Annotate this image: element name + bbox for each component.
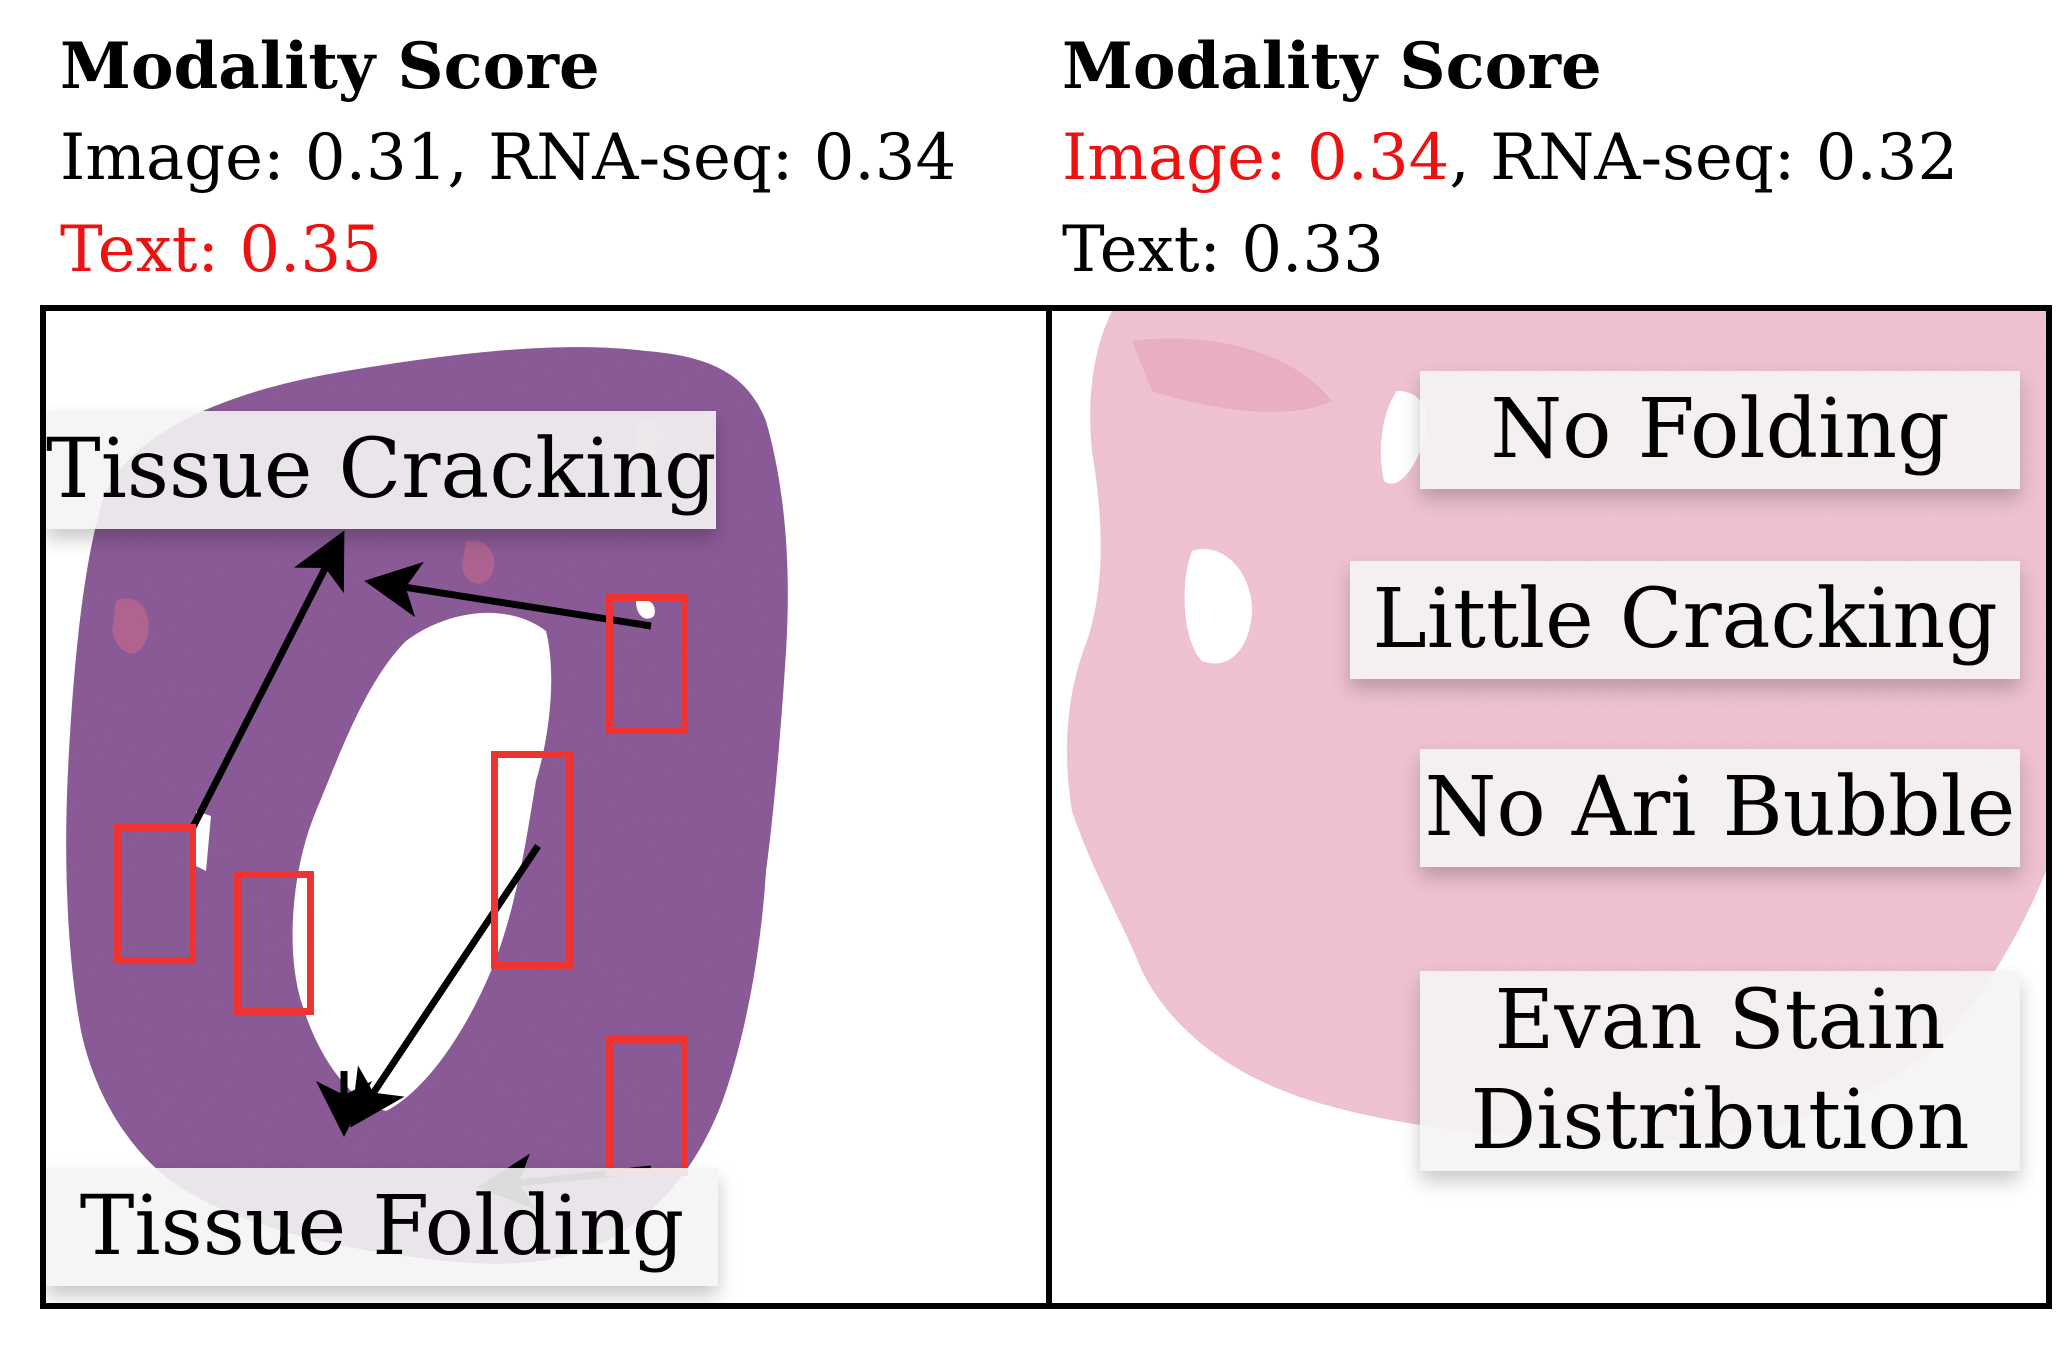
- tissue-cracking-label: Tissue Cracking: [46, 411, 716, 529]
- tissue-folding-label: Tissue Folding: [46, 1168, 718, 1286]
- right-rna-score: RNA-seq: 0.32: [1490, 121, 1959, 195]
- left-score-header: Modality Score Image: 0.31, RNA-seq: 0.3…: [60, 22, 956, 296]
- stain-label-line-2: Distribution: [1470, 1073, 1970, 1168]
- right-slide-panel: No Folding Little Cracking No Ari Bubble…: [1046, 305, 2052, 1309]
- right-score-header: Modality Score Image: 0.34, RNA-seq: 0.3…: [1062, 22, 1958, 296]
- right-score-line-1: Image: 0.34, RNA-seq: 0.32: [1062, 112, 1958, 204]
- left-tissue-shape: [66, 347, 788, 1264]
- left-score-line-1: Image: 0.31, RNA-seq: 0.34: [60, 112, 956, 204]
- right-score-separator: ,: [1449, 121, 1491, 195]
- left-score-title: Modality Score: [60, 29, 600, 104]
- left-tissue-slide: [66, 347, 788, 1264]
- annotation-box-4: [606, 594, 688, 734]
- stain-distribution-label: Evan Stain Distribution: [1420, 971, 2020, 1171]
- right-score-title: Modality Score: [1062, 29, 1602, 104]
- left-image-score: Image: 0.31: [60, 121, 448, 195]
- right-text-score: Text: 0.33: [1062, 213, 1384, 287]
- right-tissue-shape: [1067, 311, 2046, 1141]
- right-tissue-slide: [1067, 311, 2046, 1141]
- annotation-box-5: [606, 1036, 688, 1176]
- annotation-box-1: [114, 824, 196, 964]
- left-slide-panel: Tissue Cracking Tissue Folding: [40, 305, 1052, 1309]
- no-folding-label: No Folding: [1420, 371, 2020, 489]
- no-air-bubble-label: No Ari Bubble: [1420, 749, 2020, 867]
- little-cracking-label: Little Cracking: [1350, 561, 2020, 679]
- left-rna-score: RNA-seq: 0.34: [488, 121, 957, 195]
- stain-label-line-1: Evan Stain: [1494, 973, 1946, 1068]
- annotation-box-3: [491, 751, 573, 969]
- left-text-score: Text: 0.35: [60, 213, 382, 287]
- right-image-score: Image: 0.34: [1062, 121, 1450, 195]
- annotation-box-2: [234, 871, 314, 1015]
- left-score-separator: ,: [447, 121, 489, 195]
